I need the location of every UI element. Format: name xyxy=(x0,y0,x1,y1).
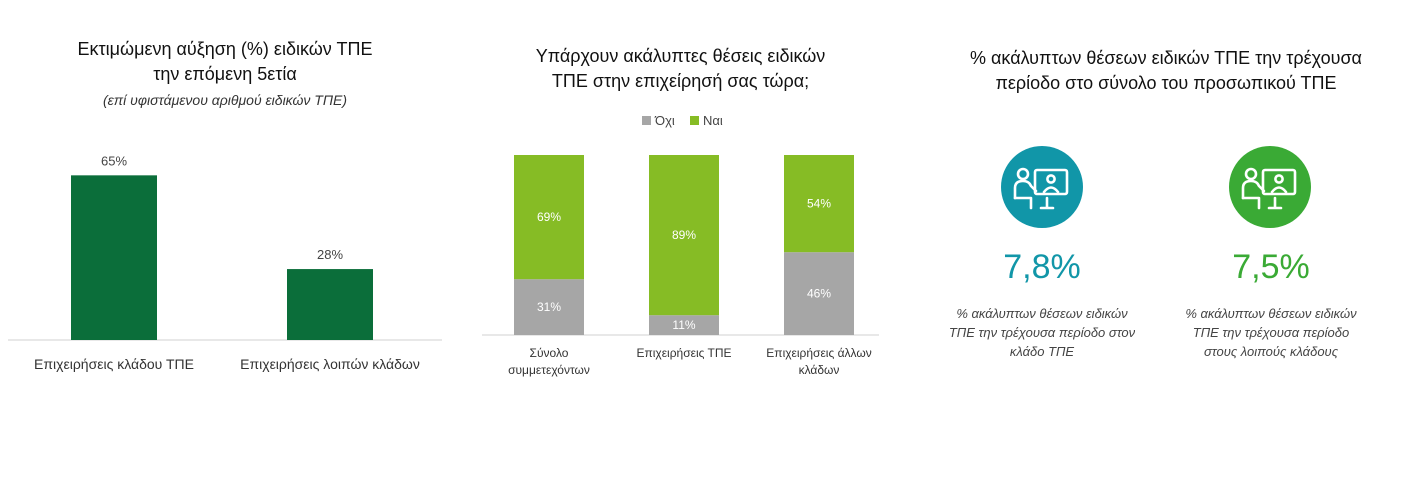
bar xyxy=(287,269,373,340)
data-label: 46% xyxy=(807,287,831,301)
category-label: συμμετεχόντων xyxy=(508,363,590,377)
growth-chart-panel: Εκτιμώμενη αύξηση (%) ειδικών ΤΠΕ την επ… xyxy=(0,0,450,487)
category-label: Επιχειρήσεις κλάδου ΤΠΕ xyxy=(34,356,194,372)
vacancy-rate-panel: % ακάλυπτων θέσεων ειδικών ΤΠΕ την τρέχο… xyxy=(905,0,1427,487)
bar-segment xyxy=(784,252,854,335)
data-label: 54% xyxy=(807,197,831,211)
category-label: Σύνολο xyxy=(530,346,569,360)
vacancy-rate-title: % ακάλυπτων θέσεων ειδικών ΤΠΕ την τρέχο… xyxy=(905,46,1427,96)
category-label: Επιχειρήσεις λοιπών κλάδων xyxy=(240,356,420,372)
kpi-ict-desc-line1: % ακάλυπτων θέσεων ειδικών xyxy=(956,306,1128,321)
kpi-ict-desc-line2: ΤΠΕ την τρέχουσα περίοδο στον xyxy=(948,325,1136,340)
legend-label: Ναι xyxy=(703,113,723,128)
data-label: 65% xyxy=(101,153,127,168)
growth-chart-title: Εκτιμώμενη αύξηση (%) ειδικών ΤΠΕ την επ… xyxy=(0,37,450,87)
growth-bar-chart: 65% Επιχειρήσεις κλάδου ΤΠΕ 28% Επιχειρήσει… xyxy=(8,153,442,372)
bar-segment xyxy=(514,155,584,280)
data-label: 28% xyxy=(317,247,343,262)
bar xyxy=(71,175,157,340)
growth-chart-subtitle: (επί υφιστάμενου αριθμού ειδικών ΤΠΕ) xyxy=(102,92,347,108)
vacancies-chart-title-line1: Υπάρχουν ακάλυπτες θέσεις ειδικών xyxy=(535,46,826,66)
data-label: 31% xyxy=(537,300,561,314)
kpi-other-desc-line3: στους λοιπούς κλάδους xyxy=(1203,344,1339,359)
data-label: 89% xyxy=(672,228,696,242)
legend-label: Όχι xyxy=(654,113,675,128)
growth-chart-title-line1: Εκτιμώμενη αύξηση (%) ειδικών ΤΠΕ xyxy=(77,39,373,59)
vacancies-stacked-bar-chart: Όχι Ναι 31% 69% Σύνολο συμμετεχόντων 11% 89% Επι… xyxy=(482,113,879,377)
bar-segment xyxy=(649,315,719,335)
kpi-other-desc-line2: ΤΠΕ την τρέχουσα περίοδο xyxy=(1192,325,1350,340)
bar-segment xyxy=(784,155,854,253)
growth-chart-title-line2: την επόμενη 5ετία xyxy=(153,64,297,84)
vacancies-chart-panel: Υπάρχουν ακάλυπτες θέσεις ειδικών ΤΠΕ στ… xyxy=(478,0,883,487)
vacancies-chart-title: Υπάρχουν ακάλυπτες θέσεις ειδικών ΤΠΕ στ… xyxy=(478,44,883,94)
kpi-ict-sector-value: 7,8% xyxy=(1003,248,1081,286)
kpi-other-sectors-value: 7,5% xyxy=(1232,248,1310,286)
kpi-other-sectors-description: % ακάλυπτων θέσεων ειδικών ΤΠΕ την τρέχο… xyxy=(1156,304,1386,361)
data-label: 69% xyxy=(537,210,561,224)
legend-swatch xyxy=(690,116,699,125)
data-label: 11% xyxy=(672,318,695,332)
vacancy-rate-title-line1: % ακάλυπτων θέσεων ειδικών ΤΠΕ την τρέχο… xyxy=(970,48,1362,68)
kpi-other-desc-line1: % ακάλυπτων θέσεων ειδικών xyxy=(1185,306,1357,321)
category-label: Επιχειρήσεις ΤΠΕ xyxy=(636,346,731,360)
legend-swatch xyxy=(642,116,651,125)
category-label: κλάδων xyxy=(799,363,840,377)
vacancy-rate-title-line2: περίοδο στο σύνολο του προσωπικού ΤΠΕ xyxy=(995,73,1337,93)
kpi-ict-sector-description: % ακάλυπτων θέσεων ειδικών ΤΠΕ την τρέχο… xyxy=(927,304,1157,361)
vacancies-chart-title-line2: ΤΠΕ στην επιχείρησή σας τώρα; xyxy=(551,71,810,91)
kpi-ict-desc-line3: κλάδο ΤΠΕ xyxy=(1009,344,1075,359)
bar-segment xyxy=(514,279,584,335)
category-label: Επιχειρήσεις άλλων xyxy=(766,346,871,360)
person-at-computer-icon xyxy=(1001,146,1083,228)
bar-segment xyxy=(649,155,719,316)
person-at-computer-icon xyxy=(1229,146,1311,228)
